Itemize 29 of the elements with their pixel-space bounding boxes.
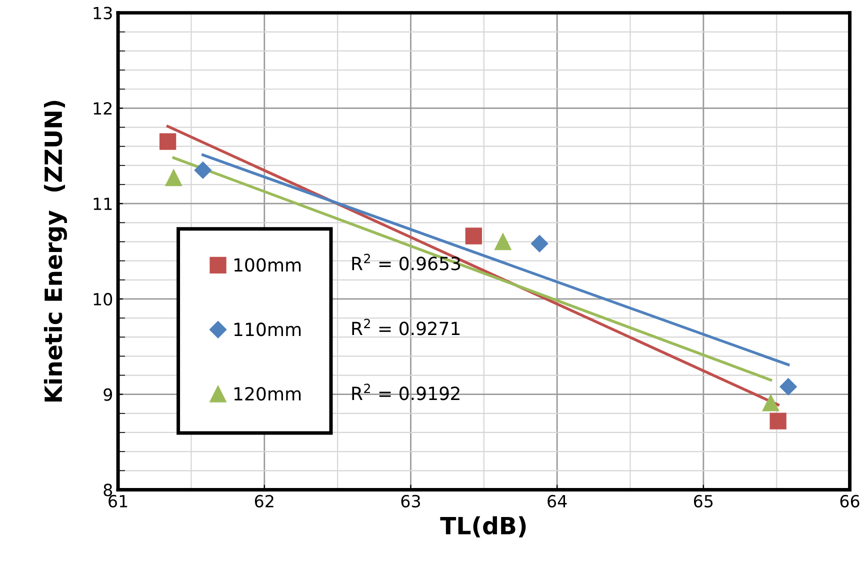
legend-label: 110mm (234, 322, 301, 336)
point (530, 235, 548, 252)
annotation: R$^{2}$ = 0.9192 (352, 384, 460, 400)
x-tick-label: 63 (401, 494, 420, 508)
y-tick-label: 10 (94, 292, 112, 306)
x-tick-label: 64 (548, 494, 567, 508)
point (159, 133, 176, 150)
annotation: R$^{2}$ = 0.9653 (352, 254, 460, 270)
y-axis-title: Kinetic Energy (ZZUN) (44, 100, 67, 402)
x-tick-label: 66 (840, 494, 860, 508)
point (762, 394, 780, 412)
point (194, 162, 212, 179)
legend-label: 100mm (234, 258, 301, 272)
y-tick-label: 9 (104, 388, 112, 401)
point (780, 378, 797, 396)
legend-label: 120mm (234, 386, 301, 401)
x-tick-label: 61 (108, 494, 128, 508)
x-axis-title: TL(dB) (440, 516, 526, 538)
point (465, 228, 482, 244)
x-tick-label: 62 (254, 494, 274, 508)
x-tick-label: 65 (694, 494, 713, 508)
point (770, 412, 786, 430)
y-tick-label: 11 (94, 198, 112, 210)
annotation: R$^{2}$ = 0.9271 (352, 318, 460, 336)
point (165, 170, 182, 186)
point (494, 233, 512, 250)
y-tick-label: 8 (104, 484, 112, 496)
y-tick-label: 12 (94, 102, 112, 115)
y-tick-label: 13 (94, 6, 112, 20)
